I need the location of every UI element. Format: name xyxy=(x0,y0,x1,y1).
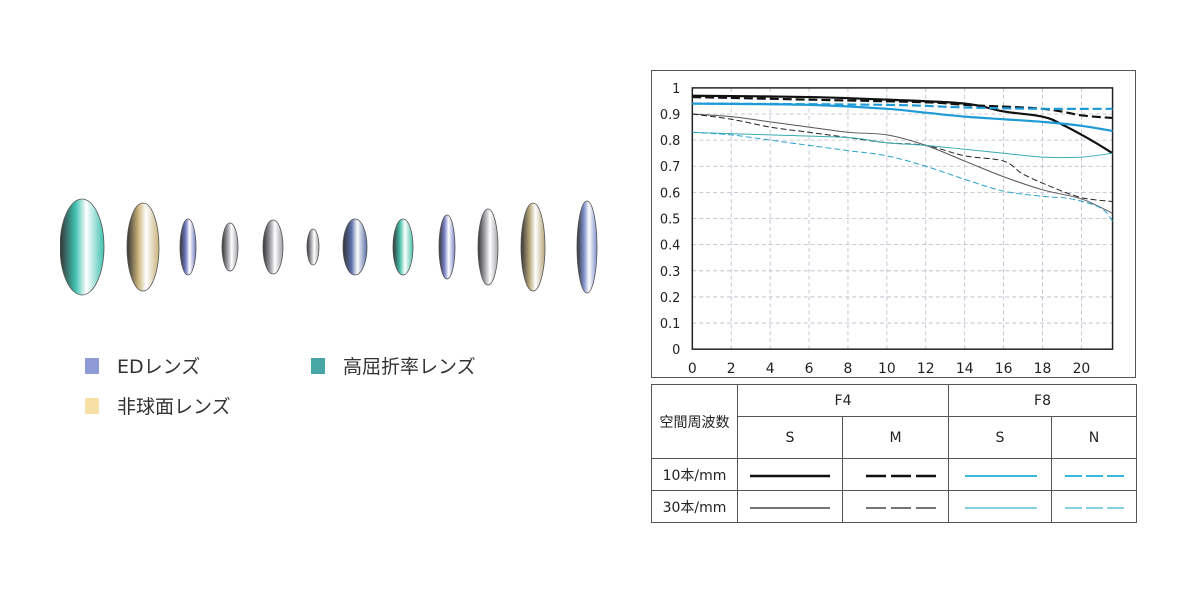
series-line-F8-S-10 xyxy=(692,102,1113,133)
line-sample xyxy=(842,458,949,491)
series-line-F8-S-30 xyxy=(692,131,1113,159)
y-tick-label: 0.8 xyxy=(660,134,681,149)
column-header-f8-n: N xyxy=(1051,416,1137,459)
group-header-f8: F8 xyxy=(948,384,1137,417)
lens-element xyxy=(520,202,546,292)
series-line-F4-S-30 xyxy=(692,113,1113,214)
x-tick-label: 20 xyxy=(1073,361,1091,377)
lens-element xyxy=(342,218,368,276)
column-header-f4-m: M xyxy=(842,416,949,459)
y-tick-label: 0.5 xyxy=(660,213,681,228)
lens-construction-illustration xyxy=(60,198,598,296)
x-tick-label: 16 xyxy=(995,361,1013,377)
y-tick-label: 1 xyxy=(672,82,680,97)
group-header-f4: F4 xyxy=(737,384,949,417)
y-tick-label: 0.1 xyxy=(660,317,681,332)
legend-label: 非球面レンズ xyxy=(117,396,231,418)
lens-element xyxy=(576,200,598,294)
lens-element xyxy=(438,214,456,280)
series-line-F8-N-10 xyxy=(692,102,1113,110)
table-row-10lpmm: 10本/mm xyxy=(651,458,1137,491)
legend-swatch-high-refractive xyxy=(311,357,325,374)
legend-aspherical-lens: 非球面レンズ xyxy=(85,392,231,419)
lens-element xyxy=(306,228,320,266)
table-row-30lpmm: 30本/mm xyxy=(651,490,1137,523)
spatial-frequency-header: 空間周波数 xyxy=(651,384,738,459)
mtf-chart: 0 2 4 6 8 10 12 14 16 18 20 0 0.1 0.2 0.3 0.4 0.5 0.6 0.7 0… xyxy=(651,70,1136,378)
lens-element xyxy=(60,198,105,296)
x-tick-label: 10 xyxy=(878,361,896,377)
x-tick-label: 6 xyxy=(805,361,814,377)
x-tick-label: 18 xyxy=(1034,361,1052,377)
series-line-F8-N-30 xyxy=(692,131,1113,222)
lens-element xyxy=(262,219,284,275)
lens-element xyxy=(179,218,197,276)
legend-swatch-ed xyxy=(85,357,99,374)
lens-element xyxy=(221,222,239,272)
legend-high-refractive-lens: 高屈折率レンズ xyxy=(311,352,476,379)
x-tick-label: 8 xyxy=(844,361,853,377)
mtf-legend-table: 空間周波数 F4 F8 S M S N 10本/mm 30本/mm xyxy=(651,384,1137,523)
line-sample xyxy=(948,458,1052,491)
y-tick-label: 0.7 xyxy=(660,160,681,175)
lens-element xyxy=(392,218,414,276)
series-line-F4-S-10 xyxy=(692,94,1114,155)
series-line-F4-M-10 xyxy=(692,95,1113,120)
legend-label: 高屈折率レンズ xyxy=(343,356,476,378)
line-sample xyxy=(737,490,843,523)
legend-swatch-aspherical xyxy=(85,397,99,414)
y-tick-label: 0.9 xyxy=(660,108,681,123)
legend-ed-lens: EDレンズ xyxy=(85,352,200,379)
y-tick-label: 0.3 xyxy=(660,265,681,280)
x-tick-label: 4 xyxy=(766,361,775,377)
x-tick-label: 2 xyxy=(727,361,736,377)
y-tick-label: 0 xyxy=(672,343,680,358)
legend-label: EDレンズ xyxy=(117,356,201,378)
y-tick-label: 0.2 xyxy=(660,291,681,306)
x-tick-label: 14 xyxy=(956,361,974,377)
column-header-f8-s: S xyxy=(948,416,1052,459)
lens-element xyxy=(477,208,499,286)
row-label: 10本/mm xyxy=(651,458,738,491)
line-sample xyxy=(842,490,949,523)
y-tick-label: 0.4 xyxy=(660,239,681,254)
line-sample xyxy=(948,490,1052,523)
plot-frame xyxy=(691,87,1114,350)
line-sample xyxy=(1051,458,1137,491)
y-tick-label: 0.6 xyxy=(660,186,681,201)
x-tick-label: 0 xyxy=(688,361,697,377)
x-tick-label: 12 xyxy=(917,361,935,377)
column-header-f4-s: S xyxy=(737,416,843,459)
line-sample xyxy=(1051,490,1137,523)
line-sample xyxy=(737,458,843,491)
row-label: 30本/mm xyxy=(651,490,738,523)
lens-element xyxy=(126,202,160,292)
